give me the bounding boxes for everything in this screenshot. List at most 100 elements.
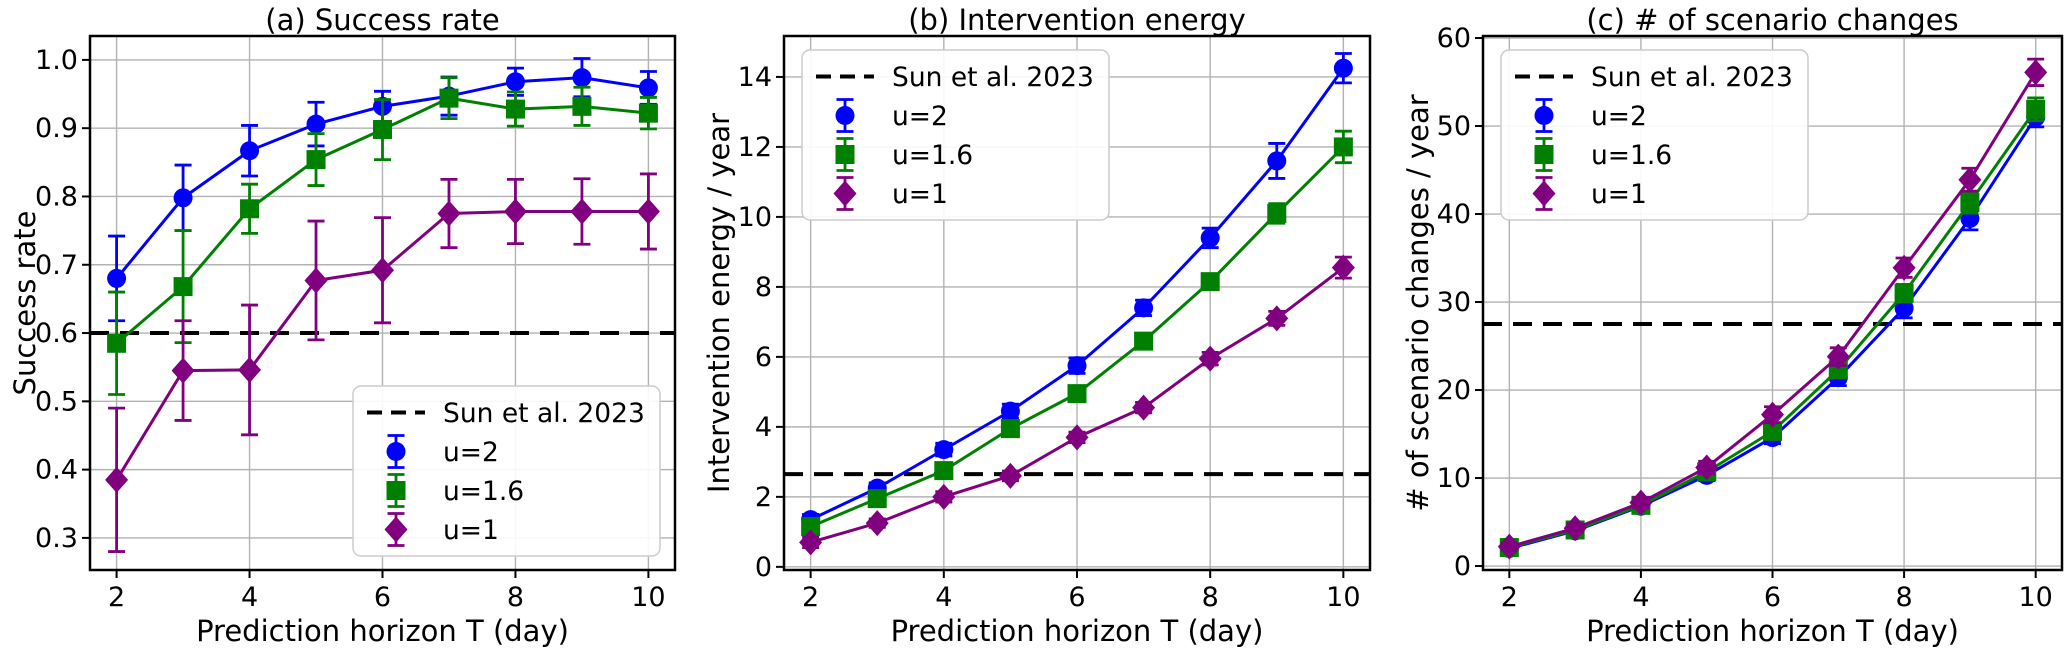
marker-diamond-u1 <box>1132 394 1156 421</box>
y-axis-tick-label: 50 <box>1437 111 1471 142</box>
marker-square-u16 <box>2026 99 2046 119</box>
y-axis-tick-label: 10 <box>1437 463 1471 494</box>
marker-circle-u2 <box>505 72 525 92</box>
x-axis-tick-label: 2 <box>1501 582 1518 613</box>
legend-entry-label: u=2 <box>892 101 948 132</box>
y-axis-tick-label: 10 <box>738 202 772 233</box>
marker-square-u16 <box>867 489 887 509</box>
marker-diamond-u1 <box>371 257 394 284</box>
x-axis-tick-label: 4 <box>935 582 952 613</box>
marker-circle-u2 <box>173 188 193 208</box>
legend-entry: Sun et al. 2023 <box>367 398 645 429</box>
legend-entry-label: u=1 <box>443 515 499 546</box>
y-axis-tick-label: 30 <box>1437 287 1471 318</box>
legend-entry: u=2 <box>1534 98 1647 133</box>
legend-entry: Sun et al. 2023 <box>816 62 1094 93</box>
axis-ticks <box>1475 37 2037 578</box>
marker-diamond-u1 <box>1497 533 1521 560</box>
legend-entry: u=1 <box>833 176 948 211</box>
marker-square-u16 <box>1763 421 1782 441</box>
x-axis-tick-label: 4 <box>241 582 258 613</box>
legend-marker-diamond <box>384 516 408 543</box>
x-axis-tick-label: 10 <box>1326 582 1360 613</box>
marker-diamond-u1 <box>1065 424 1089 451</box>
marker-diamond-u1 <box>1761 401 1784 428</box>
legend-marker-square <box>1534 145 1554 164</box>
y-axis-tick-label: 0.7 <box>35 250 78 281</box>
series-u1 <box>799 254 1355 556</box>
marker-diamond-u1 <box>2024 59 2048 86</box>
marker-diamond-u1 <box>799 529 823 556</box>
y-axis-tick-label: 0.4 <box>35 455 78 486</box>
marker-diamond-u1 <box>238 356 262 383</box>
y-axis-tick-label: 20 <box>1437 375 1471 406</box>
y-axis-tick-label: 60 <box>1437 23 1471 54</box>
marker-square-u16 <box>1000 419 1020 439</box>
legend-entry-label: u=1.6 <box>1591 140 1672 171</box>
y-axis-tick-label: 12 <box>738 132 772 163</box>
panel-a: 2 4 6 8 10 0.3 0.4 0.5 0.6 0.7 0.8 0.9 1.0 (a) Succes… <box>8 3 677 648</box>
x-axis-tick-label: 8 <box>507 582 524 613</box>
marker-diamond-u1 <box>1826 343 1850 370</box>
legend-box <box>1500 49 1809 221</box>
x-axis-tick-label: 6 <box>1764 582 1781 613</box>
marker-square-u16 <box>240 199 260 219</box>
marker-circle-u2 <box>1200 228 1220 248</box>
marker-circle-u2 <box>1894 298 1914 318</box>
y-axis-tick-label: 0.5 <box>35 386 78 417</box>
marker-diamond-u1 <box>1198 345 1222 372</box>
y-axis-label: # of scenario changes / year <box>1401 94 1435 511</box>
marker-diamond-u1 <box>1958 166 1982 193</box>
marker-square-u16 <box>505 99 525 119</box>
marker-circle-u2 <box>1000 401 1020 421</box>
marker-square-u16 <box>638 103 658 123</box>
legend-box <box>801 49 1110 221</box>
series-u16 <box>801 129 1353 537</box>
marker-diamond-u1 <box>105 466 129 493</box>
marker-diamond-u1 <box>1331 254 1355 281</box>
series-u1 <box>1497 57 2048 560</box>
y-axis-label: Intervention energy / year <box>702 113 736 493</box>
y-axis-tick-label: 40 <box>1437 199 1471 230</box>
legend-entry-label: u=1.6 <box>443 476 524 507</box>
x-axis-tick-label: 4 <box>1632 582 1649 613</box>
legend-marker-diamond <box>833 180 857 207</box>
x-axis-label: Prediction horizon T (day) <box>891 614 1264 648</box>
y-axis-label: Success rate <box>8 211 42 396</box>
legend-entry-label: Sun et al. 2023 <box>1591 62 1793 93</box>
marker-square-u16 <box>1067 384 1087 404</box>
panel-title: (b) Intervention energy <box>908 3 1246 37</box>
legend-entry-label: u=1.6 <box>892 140 973 171</box>
y-axis-tick-label: 0.9 <box>35 113 78 144</box>
marker-square-u16 <box>1134 331 1154 351</box>
marker-square-u16 <box>572 96 592 116</box>
legend-entry: u=2 <box>835 98 948 133</box>
marker-diamond-u1 <box>998 462 1022 489</box>
marker-circle-u2 <box>934 440 954 460</box>
marker-diamond-u1 <box>171 357 195 384</box>
x-axis-tick-label: 6 <box>374 582 391 613</box>
y-axis-tick-label: 1.0 <box>35 45 78 76</box>
marker-square-u16 <box>801 517 821 537</box>
panel-title: (c) # of scenario changes <box>1586 3 1958 37</box>
legend-marker-square <box>386 481 406 500</box>
marker-circle-u2 <box>638 78 658 98</box>
x-axis-label: Prediction horizon T (day) <box>196 614 569 648</box>
marker-diamond-u1 <box>1695 454 1719 481</box>
y-axis-tick-label: 14 <box>738 62 772 93</box>
marker-diamond-u1 <box>1265 305 1289 332</box>
series-u16 <box>107 76 658 396</box>
marker-square-u16 <box>1960 193 1980 213</box>
marker-diamond-u1 <box>304 267 328 294</box>
y-axis-tick-label: 0.3 <box>35 523 78 554</box>
marker-diamond-u1 <box>932 483 956 510</box>
series-u1 <box>105 172 660 553</box>
legend: Sun et al. 2023 u=2 u=1.6 u=1 <box>352 385 661 557</box>
marker-square-u16 <box>1894 283 1914 303</box>
panel-title: (a) Success rate <box>265 3 499 37</box>
marker-diamond-u1 <box>1563 515 1587 542</box>
axis-ticks <box>82 58 650 578</box>
